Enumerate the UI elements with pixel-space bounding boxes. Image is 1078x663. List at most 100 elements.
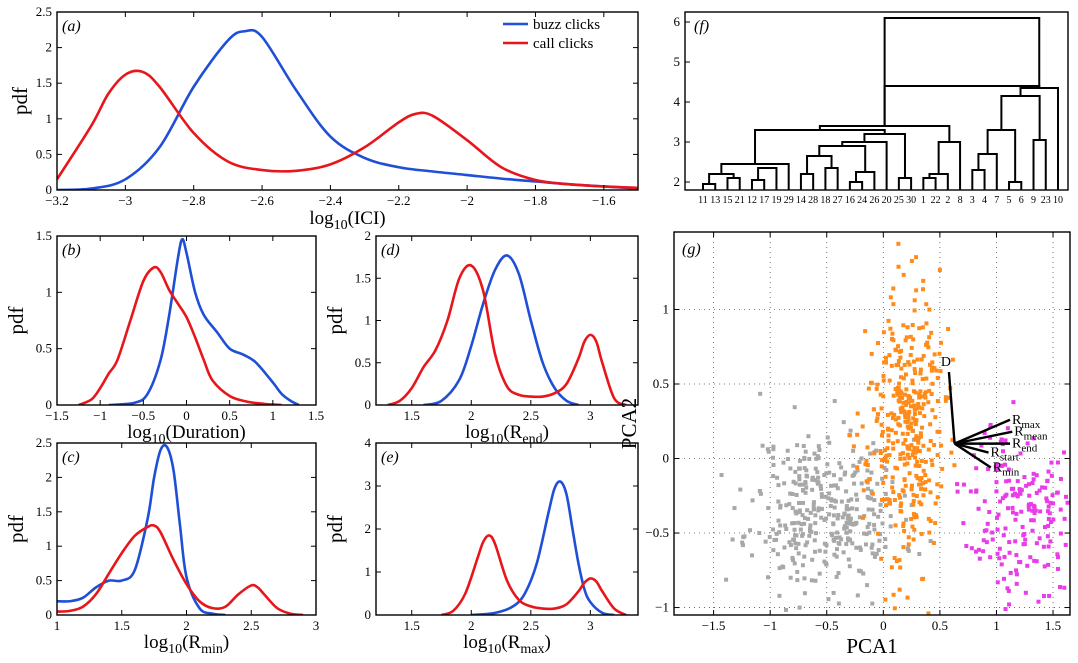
data-point	[906, 417, 911, 422]
data-point	[792, 521, 797, 526]
data-point	[782, 545, 787, 550]
data-point	[918, 371, 923, 376]
x-axis-label-part: 10	[334, 218, 348, 233]
data-point	[868, 496, 873, 501]
data-point	[910, 381, 915, 386]
y-axis-label: pdf	[4, 307, 28, 335]
data-point	[801, 443, 806, 448]
dendrogram-link	[1008, 181, 1023, 190]
data-point	[912, 367, 917, 372]
data-point	[910, 323, 915, 328]
data-point	[797, 500, 802, 505]
data-point	[872, 512, 877, 517]
data-point	[974, 466, 979, 471]
data-point	[886, 438, 891, 443]
data-point	[788, 543, 793, 548]
data-point	[896, 398, 901, 403]
data-point	[934, 368, 939, 373]
data-point	[878, 502, 883, 507]
x-tick-label: −2.6	[250, 193, 274, 208]
x-axis-label-part: log	[465, 422, 490, 443]
data-point	[883, 355, 888, 360]
data-point	[864, 532, 869, 537]
data-point	[1026, 507, 1031, 512]
data-point	[792, 405, 797, 410]
data-point	[841, 420, 846, 425]
data-point	[827, 470, 832, 475]
data-point	[890, 480, 895, 485]
data-point	[903, 392, 908, 397]
data-point	[905, 452, 910, 457]
data-point	[804, 468, 809, 473]
data-point	[889, 363, 894, 368]
x-axis-label-part: log	[463, 632, 488, 653]
data-point	[832, 498, 837, 503]
data-point	[834, 554, 839, 559]
data-point	[1028, 555, 1033, 560]
data-point	[802, 516, 807, 521]
data-point	[891, 338, 896, 343]
loading-label: Rend	[1012, 437, 1038, 455]
data-point	[884, 503, 889, 508]
data-point	[885, 427, 890, 432]
data-point	[842, 526, 847, 531]
data-point	[994, 462, 999, 467]
data-point	[961, 521, 966, 526]
data-point	[903, 338, 908, 343]
data-point	[800, 488, 805, 493]
data-point	[842, 511, 847, 516]
dendrogram-link	[824, 167, 839, 190]
x-tick-label: 3	[313, 618, 320, 633]
data-point	[859, 456, 864, 461]
data-point	[899, 410, 904, 415]
data-point	[924, 321, 929, 326]
data-point	[1037, 536, 1042, 541]
data-point	[917, 405, 922, 410]
data-point	[875, 382, 880, 387]
data-point	[907, 456, 912, 461]
data-point	[797, 605, 802, 610]
data-point	[1032, 558, 1037, 563]
data-point	[803, 481, 808, 486]
data-point	[895, 385, 900, 390]
data-point	[878, 392, 883, 397]
data-point	[848, 519, 853, 524]
data-point	[926, 345, 931, 350]
data-point	[928, 439, 933, 444]
data-point	[914, 418, 919, 423]
x-axis-label-part: log	[127, 422, 152, 443]
y-axis-label: pdf	[4, 515, 28, 543]
data-point	[907, 362, 912, 367]
data-point	[909, 487, 914, 492]
x-axis-label: PCA1	[846, 634, 897, 658]
data-point	[889, 411, 894, 416]
data-point	[914, 515, 919, 520]
data-point	[887, 353, 892, 358]
loading-label: Rstart	[991, 446, 1019, 464]
data-point	[879, 422, 884, 427]
data-point	[813, 549, 818, 554]
data-point	[921, 278, 926, 283]
data-point	[1027, 482, 1032, 487]
panel-b: −1.5 −1 −0.5 0 0.5 1 1.5 0 0.5 1 1.5 log10(Duration…	[4, 228, 324, 447]
data-point	[776, 518, 781, 523]
data-point	[918, 367, 923, 372]
y-tick-label: 0.5	[355, 355, 371, 370]
data-point	[885, 497, 890, 502]
data-point	[888, 295, 893, 300]
data-point	[893, 387, 898, 392]
data-point	[968, 489, 973, 494]
data-point	[810, 557, 815, 562]
data-point	[863, 542, 868, 547]
data-point	[771, 527, 776, 532]
data-point	[826, 496, 831, 501]
data-point	[797, 477, 802, 482]
panel-a: −3.2 −3 −2.8 −2.6 −2.4 −2.2 −2 −1.8 −1.6 0 0.5 1 1.5…	[8, 4, 639, 233]
data-point	[949, 450, 954, 455]
loading-label-main: R	[991, 446, 1001, 461]
data-point	[898, 389, 903, 394]
data-point	[911, 537, 916, 542]
x-tick-label: −3	[118, 193, 132, 208]
leaf-label: 19	[771, 195, 781, 206]
